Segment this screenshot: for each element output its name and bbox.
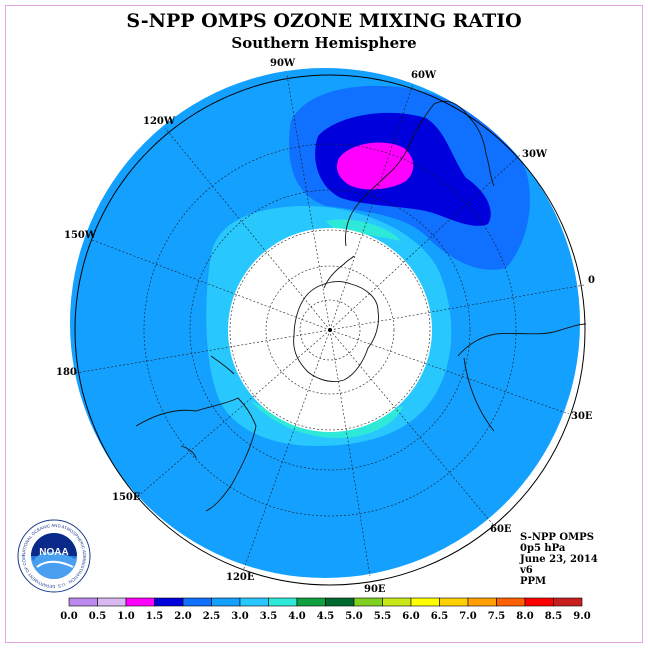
meridian: [135, 329, 331, 499]
color-bar-swatch: [296, 597, 326, 607]
color-bar-swatch: [467, 597, 497, 607]
ozone-contour-1.0: [336, 142, 414, 190]
south-america-coast: [345, 100, 495, 247]
color-bar-swatch: [439, 597, 469, 607]
latitude-circle: [299, 299, 361, 361]
meridian: [329, 154, 521, 331]
figure-subtitle: Southern Hemisphere: [231, 34, 417, 52]
tasmania: [180, 445, 197, 459]
color-bar-swatch: [353, 597, 383, 607]
color-bar-tick-label: 3.0: [231, 611, 249, 622]
color-bar-tick-label: 0.0: [60, 611, 78, 622]
color-bar-tick-label: 8.0: [516, 611, 534, 622]
color-bar-swatch: [382, 597, 412, 607]
lon-label-90e: 90E: [364, 584, 386, 595]
color-bar: [68, 597, 583, 607]
pressure-level: 0p5 hPa: [520, 543, 566, 554]
color-bar-swatch: [524, 597, 554, 607]
color-bar-swatch: [125, 597, 155, 607]
units-label: PPM: [520, 576, 547, 587]
lon-label-150w: 150W: [64, 230, 97, 241]
coastlines: [135, 100, 587, 512]
color-bar-tick-label: 1.5: [145, 611, 164, 622]
meridian: [329, 329, 496, 528]
australia-coast: [135, 397, 257, 512]
lon-label-0: 0: [588, 275, 595, 286]
meridian: [329, 329, 371, 577]
color-bar-tick-label: 4.5: [316, 611, 335, 622]
info-block: S-NPP OMPS 0p5 hPa June 23, 2014 v6 PPM: [520, 532, 598, 587]
color-bar-tick-label: 6.5: [430, 611, 449, 622]
figure-title: S-NPP OMPS OZONE MIXING RATIO: [126, 10, 522, 32]
lon-label-120w: 120W: [143, 116, 176, 127]
color-bar-tick-label: 6.0: [402, 611, 420, 622]
meridian: [75, 329, 331, 374]
color-bar-swatch: [239, 597, 269, 607]
color-bar-swatch: [410, 597, 440, 607]
africa-coast: [457, 323, 587, 357]
color-bar-swatch: [68, 597, 98, 607]
instrument-label: S-NPP OMPS: [520, 532, 594, 543]
meridian: [242, 329, 331, 572]
lon-label-30w: 30W: [522, 149, 548, 160]
meridian: [164, 127, 331, 331]
color-bar-tick-label: 9.0: [573, 611, 591, 622]
noaa-logo: NOAA NATIONAL OCEANIC AND ATMOSPHERIC AD…: [17, 519, 91, 593]
color-bar-swatch: [325, 597, 355, 607]
lon-label-90w: 90W: [270, 58, 296, 69]
color-bar-tick-label: 1.0: [117, 611, 135, 622]
map-figure: S-NPP OMPS OZONE MIXING RATIO Southern H…: [5, 5, 643, 643]
color-bar-tick-label: 5.5: [373, 611, 392, 622]
ozone-contour-3.5-south: [251, 401, 403, 439]
antarctic-peninsula: [323, 255, 355, 289]
meridian: [286, 74, 331, 331]
lon-label-60w: 60W: [411, 70, 437, 81]
color-bar-tick-label: 7.0: [459, 611, 477, 622]
color-bar-tick-label: 2.0: [174, 611, 192, 622]
meridian: [91, 239, 331, 331]
lon-label-30e: 30E: [571, 411, 593, 422]
lon-label-150e: 150E: [112, 492, 141, 503]
color-bar-tick-label: 7.5: [487, 611, 506, 622]
color-bar-tick-label: 2.5: [202, 611, 221, 622]
color-bar-tick-label: 4.0: [288, 611, 306, 622]
meridian: [329, 83, 414, 331]
color-bar-tick-label: 3.5: [259, 611, 278, 622]
latitude-circle: [265, 265, 395, 395]
color-bar-swatch: [268, 597, 298, 607]
africa-south: [463, 357, 495, 432]
lon-label-120e: 120E: [226, 572, 255, 583]
antarctica-coast: [293, 281, 379, 383]
color-bar-swatch: [211, 597, 241, 607]
color-bar-swatch: [154, 597, 184, 607]
color-bar-swatch: [553, 597, 583, 607]
color-bar-tick-label: 0.5: [88, 611, 107, 622]
color-bar-swatch: [97, 597, 127, 607]
logo-text: NOAA: [39, 547, 68, 558]
meridian: [329, 284, 585, 331]
color-bar-swatch: [496, 597, 526, 607]
color-bar-swatch: [182, 597, 212, 607]
color-bar-tick-label: 5.0: [345, 611, 363, 622]
latitude-circle: [229, 229, 431, 431]
south-pole-marker: [328, 328, 332, 332]
version-label: v6: [520, 565, 533, 576]
new-zealand: [210, 355, 235, 375]
latitude-circle: [189, 189, 471, 471]
graticule: [75, 74, 585, 577]
lon-label-60e: 60E: [490, 524, 512, 535]
latitude-circle: [143, 143, 517, 517]
date-label: June 23, 2014: [520, 554, 598, 565]
color-bar-tick-label: 8.5: [544, 611, 563, 622]
map-border: [74, 74, 586, 586]
lon-label-180: 180: [56, 367, 77, 378]
polar-map: [68, 68, 587, 607]
